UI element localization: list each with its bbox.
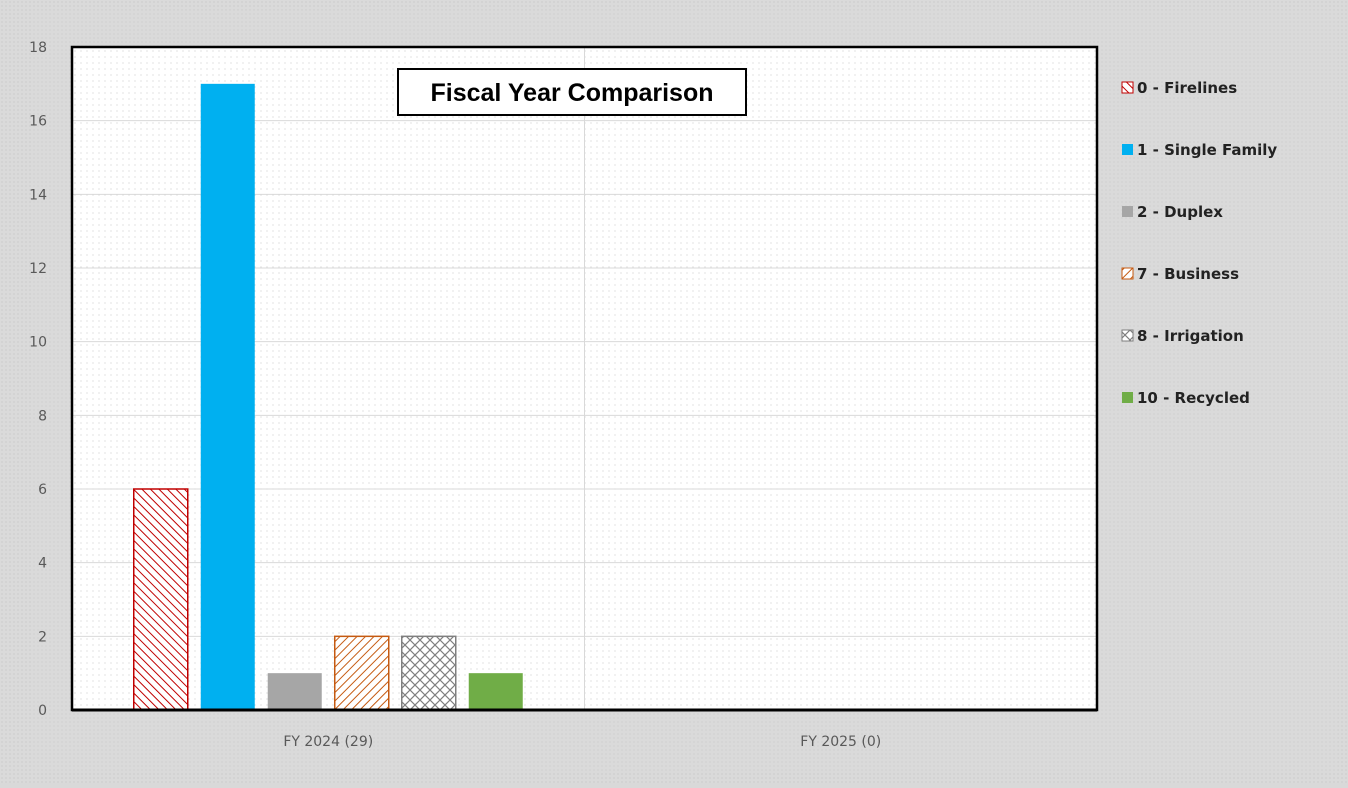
- legend-label: 8 - Irrigation: [1137, 327, 1244, 345]
- bar-0-firelines: [133, 488, 189, 711]
- y-tick-label: 6: [38, 482, 47, 498]
- legend-swatch: [1121, 81, 1134, 94]
- chart-title: Fiscal Year Comparison: [431, 79, 714, 107]
- bar-1-single-family: [200, 83, 255, 711]
- y-tick-label: 8: [38, 408, 47, 424]
- bar-8-irrigation: [401, 635, 457, 711]
- bar-7-business: [334, 635, 390, 711]
- y-tick-label: 18: [29, 40, 47, 56]
- chart-title-box: Fiscal Year Comparison: [397, 68, 747, 116]
- y-tick-label: 12: [29, 261, 47, 277]
- legend-swatch: [1122, 144, 1133, 155]
- y-tick-label: 16: [29, 114, 47, 130]
- x-tick-label: FY 2024 (29): [283, 734, 373, 750]
- legend-swatch: [1122, 206, 1133, 217]
- legend-swatch: [1122, 392, 1133, 403]
- legend-swatch: [1121, 329, 1134, 342]
- legend-label: 0 - Firelines: [1137, 79, 1237, 97]
- legend-label: 1 - Single Family: [1137, 141, 1277, 159]
- y-tick-label: 14: [29, 187, 47, 203]
- y-tick-label: 0: [38, 703, 47, 719]
- legend-swatch: [1121, 267, 1134, 280]
- bar-2-duplex: [267, 673, 322, 710]
- x-tick-label: FY 2025 (0): [800, 734, 881, 750]
- legend-label: 7 - Business: [1137, 265, 1239, 283]
- legend-label: 10 - Recycled: [1137, 389, 1250, 407]
- y-tick-label: 10: [29, 335, 47, 351]
- bar-10-recycled: [468, 673, 523, 710]
- y-tick-label: 2: [38, 629, 47, 645]
- y-tick-label: 4: [38, 556, 47, 572]
- legend-label: 2 - Duplex: [1137, 203, 1223, 221]
- legend: 0 - Firelines 1 - Single Family 2 - Duplex…: [1121, 79, 1277, 407]
